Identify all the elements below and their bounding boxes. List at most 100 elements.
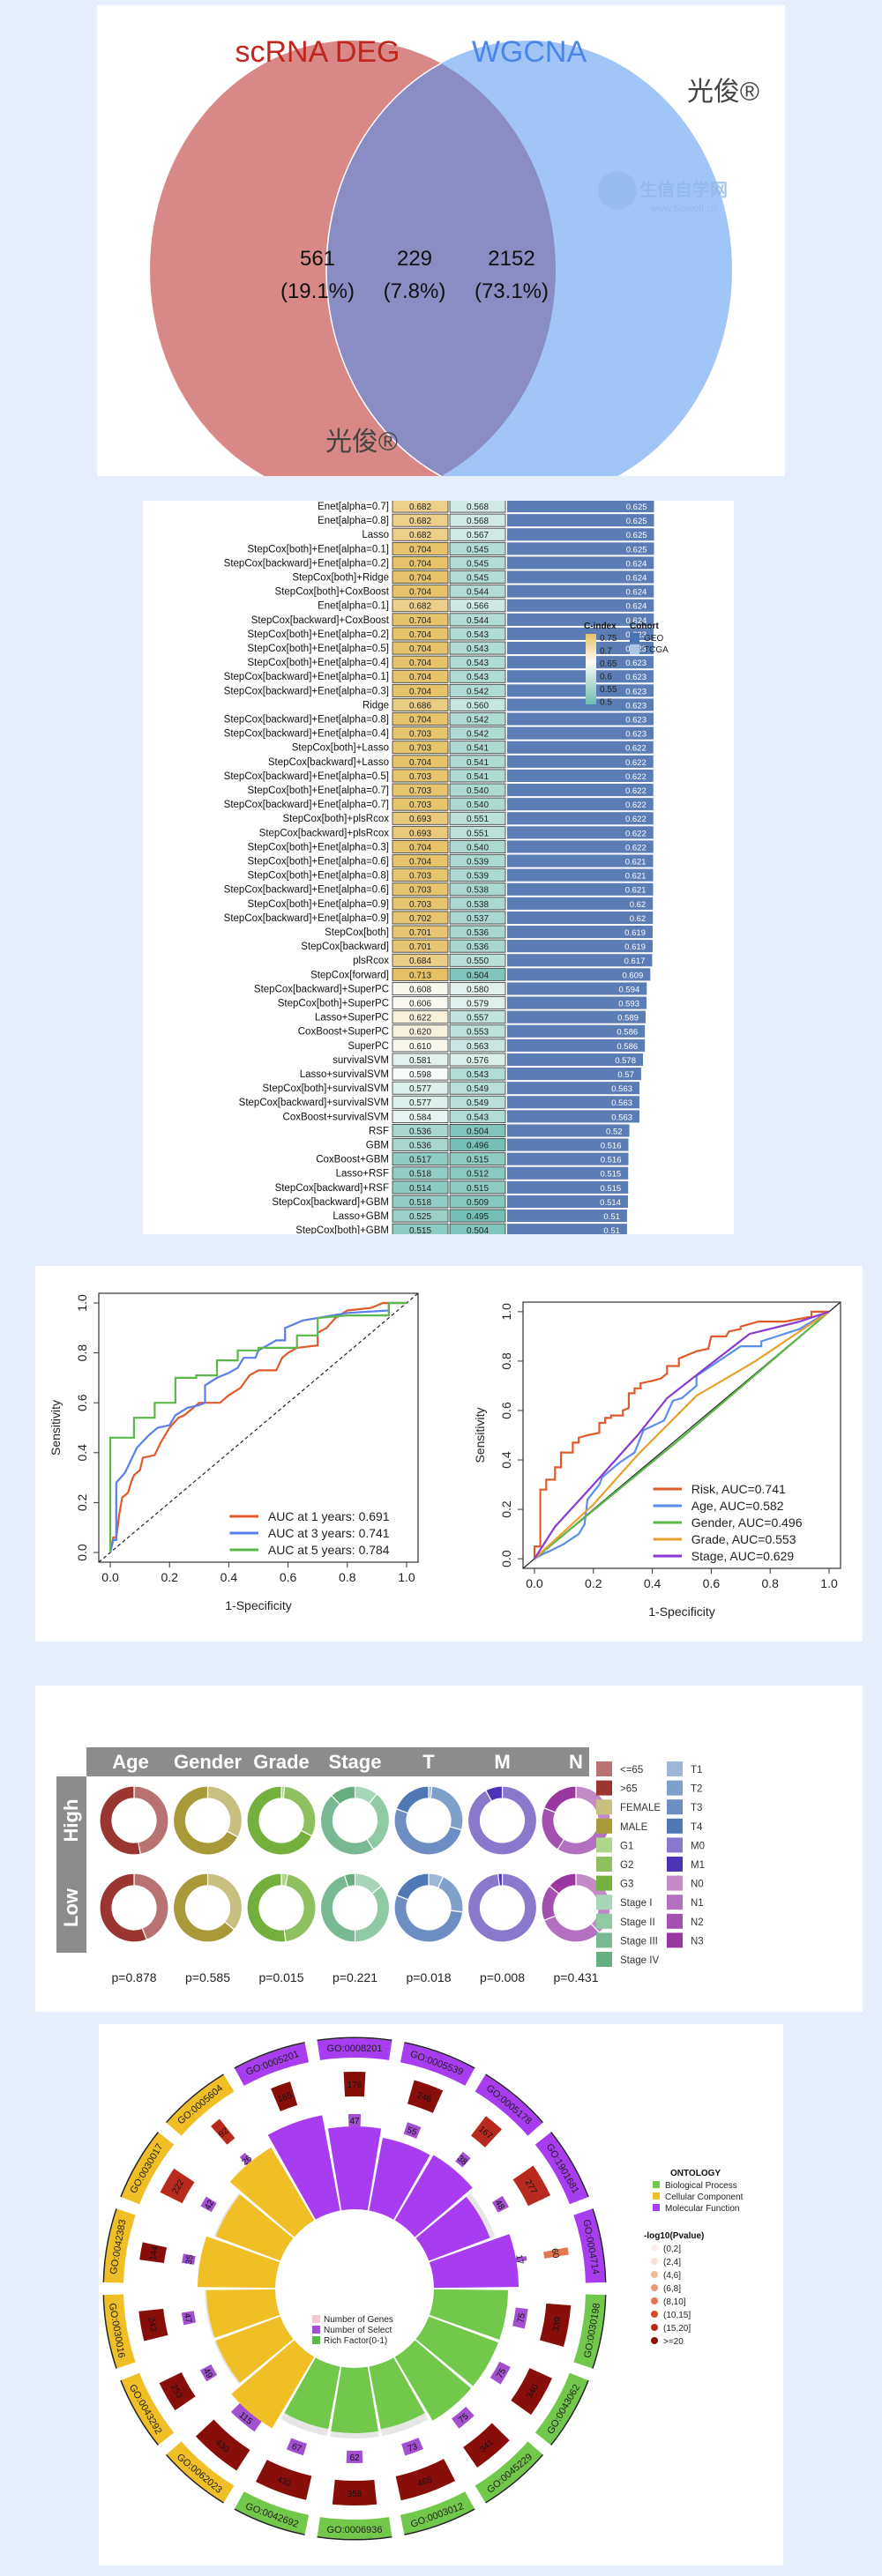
go-axis-arc xyxy=(102,2208,117,2282)
select-bar xyxy=(490,2361,511,2385)
rich-factor-bar xyxy=(206,2289,280,2338)
mean-bar xyxy=(507,1039,646,1052)
pvalue-label: (15,20] xyxy=(663,2324,691,2334)
mean-value: 0.623 xyxy=(625,687,647,696)
go-circos-chart: GO:000820117647GO:000553924655GO:0005178… xyxy=(102,2036,744,2541)
mean-value: 0.62 xyxy=(630,900,647,910)
train-value: 0.517 xyxy=(409,1156,431,1165)
mean-bar xyxy=(507,1138,629,1151)
donut-slice xyxy=(319,1874,356,1943)
test-value: 0.495 xyxy=(467,1212,489,1222)
roc-curve xyxy=(108,1301,407,1553)
column-header: N xyxy=(569,1751,583,1773)
heatmap-row: Lasso+RSF 0.518 0.512 0.515 xyxy=(336,1166,629,1180)
test-cell xyxy=(449,769,506,783)
mean-value: 0.516 xyxy=(601,1156,622,1165)
rich-factor-bar xyxy=(229,2147,315,2237)
row-header: Low xyxy=(60,1887,82,1927)
legend-label: Risk, AUC=0.741 xyxy=(691,1482,786,1496)
cindex-heatmap: Enet[alpha=0.7] 0.682 0.568 0.625Enet[alpha… xyxy=(224,499,669,1281)
model-name: Lasso+GBM xyxy=(333,1211,389,1222)
train-cell xyxy=(392,825,449,839)
test-cell xyxy=(449,655,506,669)
test-cell xyxy=(449,953,506,967)
model-name: StepCox[both]+CoxBoost xyxy=(275,587,390,598)
genes-bar xyxy=(210,2118,235,2145)
train-value: 0.704 xyxy=(409,673,431,682)
x-tick-label: 0.2 xyxy=(161,1570,178,1584)
mean-value: 0.586 xyxy=(617,1042,638,1052)
mean-value: 0.623 xyxy=(625,659,647,668)
test-cell xyxy=(449,513,506,527)
select-bar xyxy=(199,2364,218,2382)
mean-value: 0.621 xyxy=(625,858,647,867)
genes-count: 144 xyxy=(148,2245,161,2261)
train-value: 0.584 xyxy=(409,1113,431,1122)
heatmap-row: StepCox[both]+Lasso 0.703 0.541 0.622 xyxy=(292,741,654,755)
legend-swatch xyxy=(667,1875,683,1891)
train-value: 0.704 xyxy=(409,858,431,867)
pvalue-label: >=20 xyxy=(663,2337,684,2347)
y-tick-label: 0.6 xyxy=(75,1394,89,1411)
heatmap-row: StepCox[both]+Enet[alpha=0.5] 0.704 0.543 0… xyxy=(248,641,654,655)
heatmap-row: StepCox[backward]+CoxBoost 0.704 0.544 0.62… xyxy=(251,613,654,627)
legend-label: N3 xyxy=(691,1936,704,1947)
x-axis-label: 1-Specificity xyxy=(225,1598,291,1612)
go-term-sector: GO:0006936 358 62 xyxy=(317,2366,392,2541)
legend-swatch xyxy=(667,1913,683,1929)
go-term-band xyxy=(317,2517,392,2539)
mean-value: 0.515 xyxy=(600,1184,621,1194)
inner-legend-swatch xyxy=(312,2326,320,2334)
mean-bar xyxy=(507,784,654,797)
select-count: 47 xyxy=(182,2312,193,2324)
train-value: 0.536 xyxy=(409,1142,431,1151)
train-value: 0.704 xyxy=(409,630,431,640)
model-name: StepCox[both]+Enet[alpha=0.8] xyxy=(248,871,389,882)
test-value: 0.567 xyxy=(467,531,489,540)
select-bar xyxy=(181,2311,197,2326)
legend-label: Stage IV xyxy=(620,1955,659,1966)
go-term-band xyxy=(104,2208,136,2283)
heatmap-row: RSF 0.536 0.504 0.52 xyxy=(369,1124,630,1137)
go-axis-arc xyxy=(102,2295,117,2369)
train-cell xyxy=(392,1010,449,1024)
venn-percent: (7.8%) xyxy=(384,279,446,303)
test-value: 0.539 xyxy=(467,858,489,867)
mean-bar xyxy=(507,982,647,995)
genes-bar xyxy=(463,2423,510,2468)
y-tick-label: 0.6 xyxy=(499,1402,513,1419)
train-value: 0.703 xyxy=(409,772,431,782)
rich-factor-bar xyxy=(284,2357,340,2430)
donut-chart xyxy=(246,1785,317,1856)
train-cell xyxy=(392,1039,449,1053)
test-cell xyxy=(449,911,506,925)
legend-label: M0 xyxy=(691,1841,705,1851)
x-tick-label: 0.6 xyxy=(703,1576,721,1590)
model-name: StepCox[backward]+Enet[alpha=0.2] xyxy=(224,558,389,569)
legend-swatch xyxy=(667,1857,683,1872)
heatmap-row: StepCox[both]+Enet[alpha=0.6] 0.704 0.539 0… xyxy=(248,854,654,868)
train-cell xyxy=(392,996,449,1010)
test-value: 0.515 xyxy=(467,1184,489,1194)
mean-value: 0.619 xyxy=(624,942,646,952)
train-cell xyxy=(392,683,449,697)
train-value: 0.701 xyxy=(409,928,431,938)
x-tick-label: 1.0 xyxy=(820,1576,838,1590)
roc-curve xyxy=(533,1310,829,1560)
genes-bar xyxy=(159,2372,196,2411)
train-value: 0.514 xyxy=(409,1184,431,1194)
heatmap-row: StepCox[both]+Enet[alpha=0.1] 0.704 0.545 0… xyxy=(248,541,654,555)
cindex-legend-title: C-index xyxy=(584,622,617,631)
test-cell xyxy=(449,755,506,769)
mean-bar xyxy=(507,1053,644,1066)
genes-count: 165 xyxy=(276,2090,294,2104)
genes-bar xyxy=(139,2242,168,2264)
watermark-text: 光俊® xyxy=(687,78,759,107)
test-value: 0.544 xyxy=(467,616,489,626)
legend-label: Stage II xyxy=(620,1917,655,1928)
y-tick-label: 0.8 xyxy=(75,1344,89,1362)
donut-chart xyxy=(393,1872,464,1943)
donut-chart xyxy=(99,1785,169,1856)
mean-value: 0.563 xyxy=(611,1084,632,1094)
test-cell xyxy=(449,627,506,641)
